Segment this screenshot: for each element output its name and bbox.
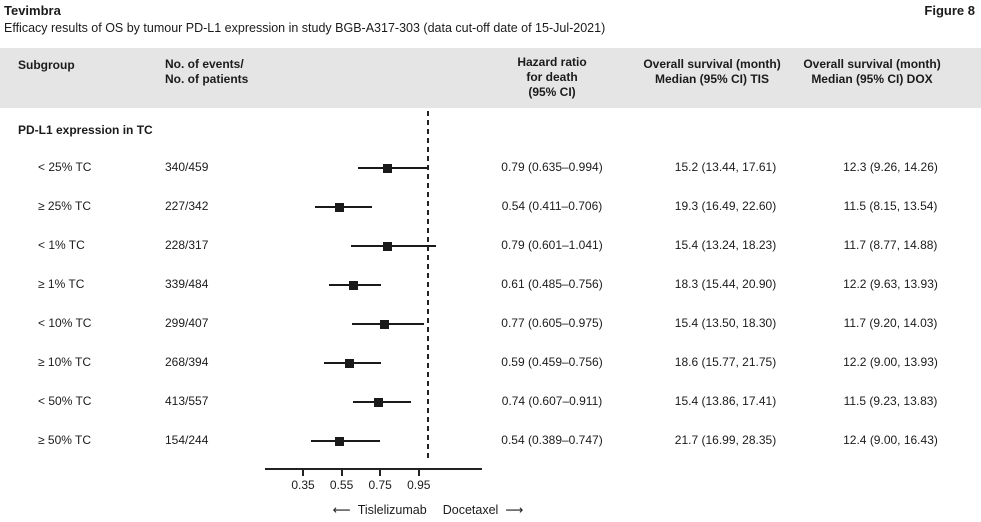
left-arrow-icon: ⟵ [332,503,351,517]
subgroup-label: < 1% TC [38,238,85,252]
os-tis-value: 15.4 (13.50, 18.30) [674,316,777,330]
hr-value: 0.79 (0.601–1.041) [501,238,603,252]
axis-tick-label: 0.75 [368,478,392,492]
ci-line [351,245,437,247]
axis-tick-label: 0.55 [329,478,354,492]
os-tis-value: 18.6 (15.77, 21.75) [674,355,777,369]
table-header-band [0,48,981,108]
os-dox-value: 11.5 (9.23, 13.83) [843,394,938,408]
hr-value: 0.54 (0.411–0.706) [501,199,603,213]
os-dox-value: 12.3 (9.26, 14.26) [843,160,938,174]
column-header-os-dox: Overall survival (month) Median (95% CI)… [803,57,941,86]
x-axis [265,468,482,470]
axis-tick [340,468,343,476]
hr-value: 0.54 (0.389–0.747) [501,433,603,447]
os-dox-value: 12.4 (9.00, 16.43) [843,433,938,447]
ci-line [358,167,428,169]
hr-marker [383,163,393,173]
subgroup-label: ≥ 50% TC [38,433,92,447]
column-header-hazard-ratio: Hazard ratio for death (95% CI) [517,55,587,99]
hr-value: 0.61 (0.485–0.756) [501,277,603,291]
os-tis-value: 15.2 (13.44, 17.61) [674,160,777,174]
os-dox-value: 12.2 (9.00, 13.93) [843,355,938,369]
os-tis-value: 19.3 (16.49, 22.60) [674,199,777,213]
os-dox-value: 11.5 (8.15, 13.54) [843,199,938,213]
axis-tick-label: 0.35 [291,478,315,492]
group-label: PD-L1 expression in TC [18,123,153,137]
legend-left-label: Tislelizumab [357,502,427,517]
subgroup-label: < 25% TC [38,160,92,174]
column-header-subgroup: Subgroup [18,58,75,72]
hr-marker [335,436,345,446]
reference-line [427,111,430,458]
hr-value: 0.77 (0.605–0.975) [501,316,603,330]
right-arrow-icon: ⟶ [505,503,524,517]
events-value: 299/407 [165,316,209,330]
subgroup-label: < 10% TC [38,316,92,330]
os-tis-value: 15.4 (13.86, 17.41) [674,394,777,408]
subgroup-label: ≥ 10% TC [38,355,92,369]
subgroup-label: ≥ 1% TC [38,277,85,291]
subgroup-label: ≥ 25% TC [38,199,92,213]
os-tis-value: 18.3 (15.44, 20.90) [674,277,777,291]
os-dox-value: 11.7 (8.77, 14.88) [843,238,938,252]
events-value: 340/459 [165,160,209,174]
events-value: 339/484 [165,277,209,291]
hr-value: 0.79 (0.635–0.994) [501,160,603,174]
hr-value: 0.59 (0.459–0.756) [501,355,603,369]
hr-marker [348,280,358,290]
hr-marker [373,397,383,407]
events-value: 154/244 [165,433,209,447]
events-value: 268/394 [165,355,209,369]
os-tis-value: 21.7 (16.99, 28.35) [674,433,777,447]
axis-tick-label: 0.95 [407,478,431,492]
subgroup-label: < 50% TC [38,394,92,408]
events-value: 413/557 [165,394,209,408]
events-value: 227/342 [165,199,209,213]
figure-number-label: Figure 8 [924,3,975,18]
figure-subtitle: Efficacy results of OS by tumour PD-L1 e… [4,21,606,35]
os-dox-value: 12.2 (9.63, 13.93) [843,277,938,291]
events-value: 228/317 [165,238,209,252]
legend-right-label: Docetaxel [442,502,499,517]
hr-marker [379,319,389,329]
axis-tick [379,468,382,476]
hr-value: 0.74 (0.607–0.911) [501,394,603,408]
hr-marker [335,202,345,212]
page-title: Tevimbra [4,3,61,18]
os-dox-value: 11.7 (9.20, 14.03) [843,316,938,330]
hr-marker [383,241,393,251]
ci-line [310,440,380,442]
column-header-events: No. of events/ No. of patients [165,57,249,86]
column-header-os-tis: Overall survival (month) Median (95% CI)… [643,57,781,86]
axis-tick [302,468,304,476]
os-tis-value: 15.4 (13.24, 18.23) [674,238,777,252]
hr-marker [344,358,354,368]
axis-tick [417,468,420,476]
axis-direction-legend: ⟵ Tislelizumab Docetaxel ⟶ [332,502,524,518]
